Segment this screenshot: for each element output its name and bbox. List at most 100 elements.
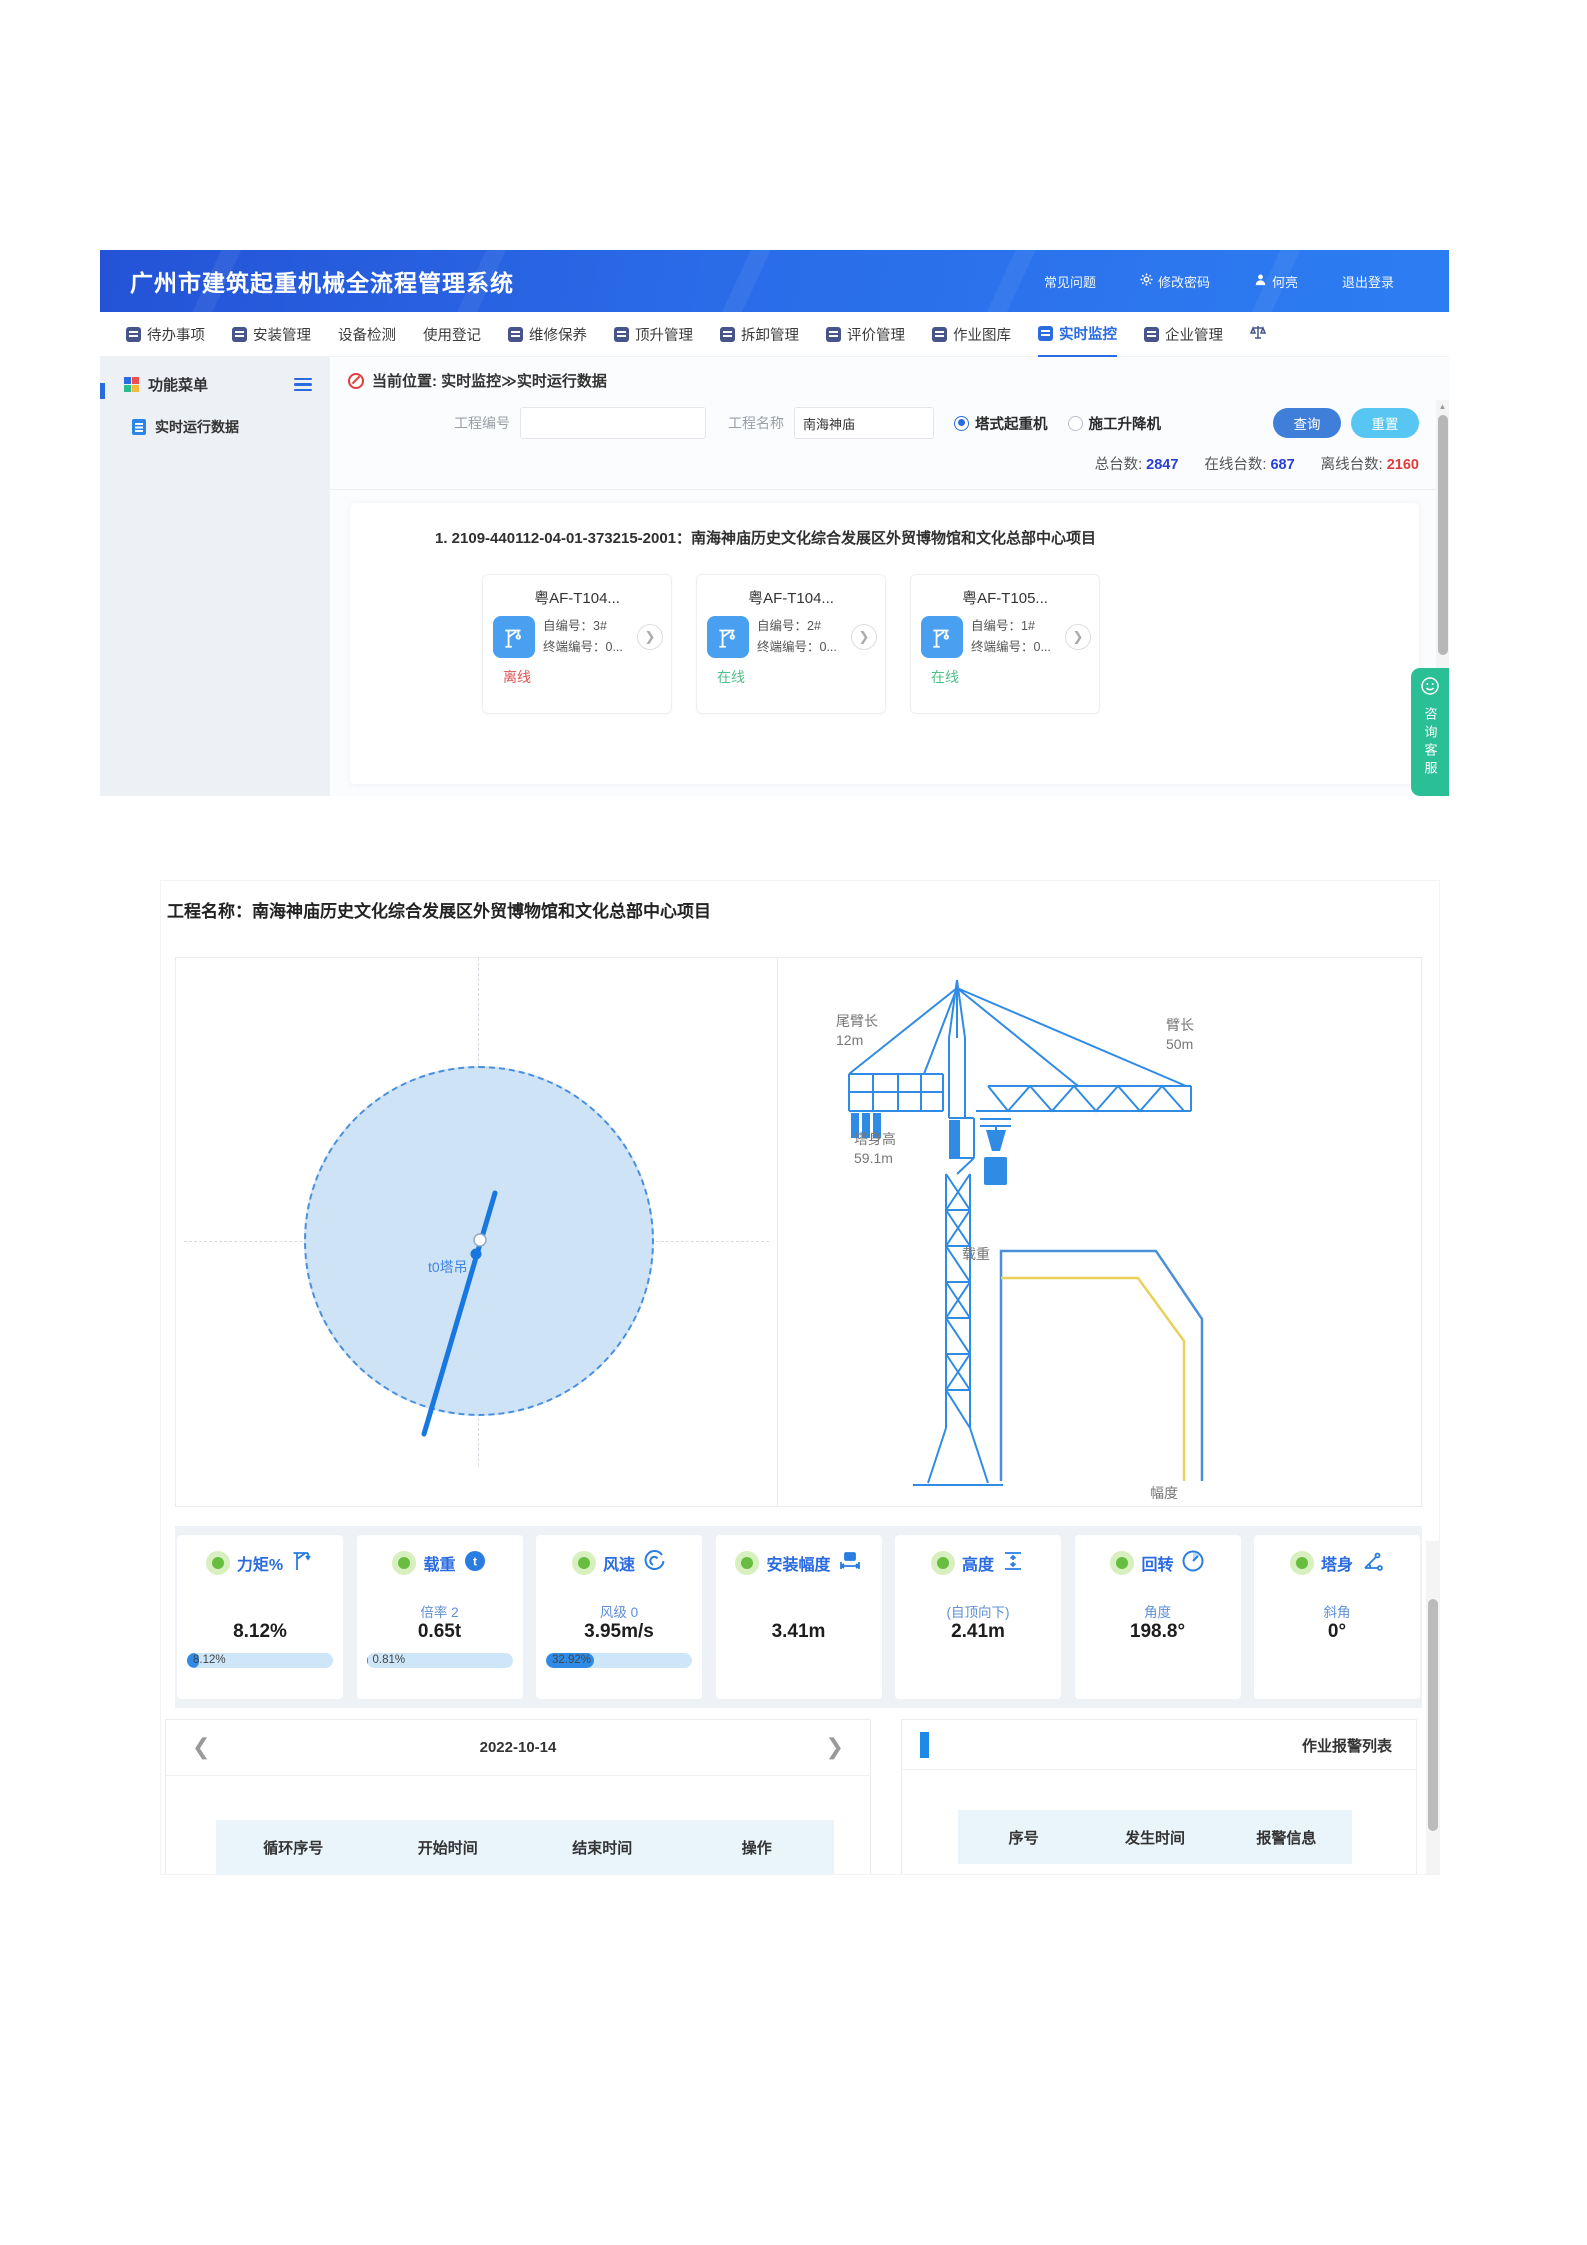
online-count: 687	[1270, 457, 1295, 473]
nav-item-usage[interactable]: 使用登记	[423, 327, 481, 344]
radio-selected-icon	[954, 415, 969, 431]
next-day-icon[interactable]: ❯	[825, 1735, 844, 1760]
status-dot-icon	[392, 1551, 417, 1575]
offline-count: 2160	[1386, 457, 1419, 473]
nav-item-dismantle[interactable]: 拆卸管理	[720, 312, 799, 357]
nav-item-todo[interactable]: 待办事项	[126, 312, 205, 357]
project-name-input[interactable]	[794, 407, 934, 439]
status-dot-icon	[571, 1551, 596, 1575]
radio-construction-lift[interactable]: 施工升降机	[1067, 413, 1161, 434]
logout-link[interactable]: 退出登录	[1341, 274, 1394, 290]
scrollbar-thumb[interactable]	[1437, 415, 1448, 655]
customer-service-tab[interactable]: 咨询客服	[1411, 668, 1449, 796]
metric-cards: 力矩% 8.12% 8.12% 载重 t 倍率 2 0.65t	[175, 1526, 1422, 1708]
location-icon	[348, 372, 364, 389]
metric-value: 0.65t	[417, 1621, 462, 1642]
tilt-angle-icon	[1360, 1549, 1384, 1578]
project-code-input[interactable]	[520, 407, 706, 439]
crane-terminal-number: 终端编号：0...	[971, 640, 1051, 654]
sidebar-title: 功能菜单	[148, 377, 209, 394]
height-icon	[1001, 1549, 1025, 1578]
diagram-panels: t0塔吊	[175, 957, 1422, 1507]
monitor-project-title: 工程名称：南海神庙历史文化综合发展区外贸博物馆和文化总部中心项目	[167, 902, 711, 921]
nav-item-realtime-monitor[interactable]: 实时监控	[1038, 312, 1117, 357]
sidebar: 功能菜单 实时运行数据	[100, 357, 330, 796]
crane-card[interactable]: 粤AF-T104... 自编号：2# 终端编号：0... ❯ 在线	[696, 574, 886, 714]
slewing-gauge-icon	[1181, 1549, 1205, 1578]
header-menu: 常见问题 修改密码 何亮 退出登录	[1044, 272, 1394, 291]
chevron-right-icon[interactable]: ❯	[637, 624, 663, 650]
breadcrumb: 当前位置: 实时监控≫实时运行数据	[348, 370, 1449, 391]
nav-item-truncated[interactable]	[1249, 312, 1272, 357]
monitor-detail-window: 工程名称：南海神庙历史文化综合发展区外贸博物馆和文化总部中心项目 t0塔吊	[160, 880, 1440, 1875]
crane-status: 在线	[717, 669, 745, 685]
status-dot-icon	[1289, 1551, 1314, 1575]
radio-unselected-icon	[1067, 415, 1083, 431]
sidebar-collapse-tag[interactable]	[100, 383, 105, 399]
reset-button[interactable]: 重置	[1351, 408, 1419, 438]
crane-card[interactable]: 粤AF-T105... 自编号：1# 终端编号：0... ❯ 在线	[910, 574, 1100, 714]
document-icon	[132, 419, 146, 435]
crane-self-number: 自编号：1#	[971, 619, 1035, 633]
nav-item-install[interactable]: 安装管理	[232, 312, 311, 357]
nav-item-jacking[interactable]: 顶升管理	[614, 312, 693, 357]
maintenance-icon	[508, 326, 523, 342]
scroll-up-icon[interactable]: ▲	[1438, 402, 1447, 411]
metric-value: 8.12%	[233, 1621, 287, 1642]
crane-terminal-number: 终端编号：0...	[543, 640, 623, 654]
scale-icon	[1249, 325, 1267, 344]
section1-body: 功能菜单 实时运行数据 当前位置: 实时监控≫实时运行数据 工程编号 工程名称	[100, 357, 1449, 796]
hamburger-icon[interactable]	[294, 375, 312, 395]
crane-status: 离线	[503, 669, 531, 685]
project-code-label: 工程编号	[454, 415, 510, 431]
metric-card-load: 载重 t 倍率 2 0.65t 0.81%	[356, 1535, 523, 1699]
nav-item-gallery[interactable]: 作业图库	[932, 312, 1011, 357]
tower-height-label: 塔身高	[854, 1131, 896, 1147]
search-button[interactable]: 查询	[1273, 408, 1341, 438]
nav-item-enterprise[interactable]: 企业管理	[1144, 312, 1223, 357]
crane-card[interactable]: 粤AF-T104... 自编号：3# 终端编号：0... ❯ 离线	[482, 574, 672, 714]
chevron-right-icon[interactable]: ❯	[1065, 624, 1091, 650]
nav-item-maintenance[interactable]: 维修保养	[508, 312, 587, 357]
user-menu[interactable]: 何亮	[1254, 272, 1298, 291]
crane-name: 粤AF-T105...	[962, 590, 1048, 607]
radio-tower-crane[interactable]: 塔式起重机	[954, 413, 1048, 434]
scrollbar[interactable]	[1426, 1541, 1439, 1874]
sidebar-item-realtime-data[interactable]: 实时运行数据	[100, 405, 330, 449]
nav-item-device-check[interactable]: 设备检测	[338, 327, 396, 344]
project-card: 1. 2109-440112-04-01-373215-2001：南海神庙历史文…	[350, 503, 1419, 784]
filter-bar: 工程编号 工程名称 塔式起重机 施工升降机 查询 重置	[454, 407, 1419, 439]
crane-icon	[707, 616, 749, 658]
evaluation-icon	[826, 326, 841, 342]
metric-progress: 0.81%	[366, 1653, 513, 1668]
jacking-icon	[614, 326, 629, 342]
cycle-table-header: 循环序号 开始时间 结束时间 操作	[216, 1820, 834, 1874]
crane-diagram-panel: 尾臂长 12m 臂长 50m 塔身高 59.1m 载重 幅度	[778, 957, 1422, 1507]
alarm-table-header: 序号 发生时间 报警信息	[958, 1810, 1352, 1864]
gear-icon	[1140, 273, 1153, 289]
scrollbar[interactable]: ▲	[1436, 400, 1449, 668]
faq-link[interactable]: 常见问题	[1043, 274, 1096, 290]
crane-status: 在线	[931, 669, 959, 685]
metric-card-install-range: 安装幅度 3.41m	[715, 1535, 882, 1699]
chevron-right-icon[interactable]: ❯	[851, 624, 877, 650]
todo-icon	[126, 326, 141, 342]
load-icon: t	[463, 1549, 487, 1578]
accent-tag	[920, 1732, 929, 1758]
metric-value: 0°	[1327, 1621, 1347, 1642]
jib-value: 50m	[1166, 1036, 1193, 1052]
prev-day-icon[interactable]: ❮	[192, 1735, 211, 1760]
alarm-panel: 作业报警列表 序号 发生时间 报警信息	[901, 1719, 1417, 1874]
scrollbar-thumb[interactable]	[1427, 1599, 1438, 1831]
change-password-link[interactable]: 修改密码	[1140, 272, 1210, 291]
project-title: 1. 2109-440112-04-01-373215-2001：南海神庙历史文…	[435, 530, 1097, 547]
metric-progress: 8.12%	[187, 1653, 333, 1668]
service-tab-label: 咨询客服	[1422, 707, 1438, 779]
app-header: 广州市建筑起重机械全流程管理系统 常见问题 修改密码 何亮	[100, 250, 1449, 312]
nav-item-evaluation[interactable]: 评价管理	[826, 312, 905, 357]
date-navigator: ❮ 2022-10-14 ❯	[166, 1720, 870, 1776]
management-system-window: 广州市建筑起重机械全流程管理系统 常见问题 修改密码 何亮	[100, 250, 1449, 796]
crane-self-number: 自编号：2#	[757, 619, 821, 633]
tail-jib-label: 尾臂长	[836, 1013, 878, 1029]
jib-label: 臂长	[1166, 1017, 1194, 1033]
